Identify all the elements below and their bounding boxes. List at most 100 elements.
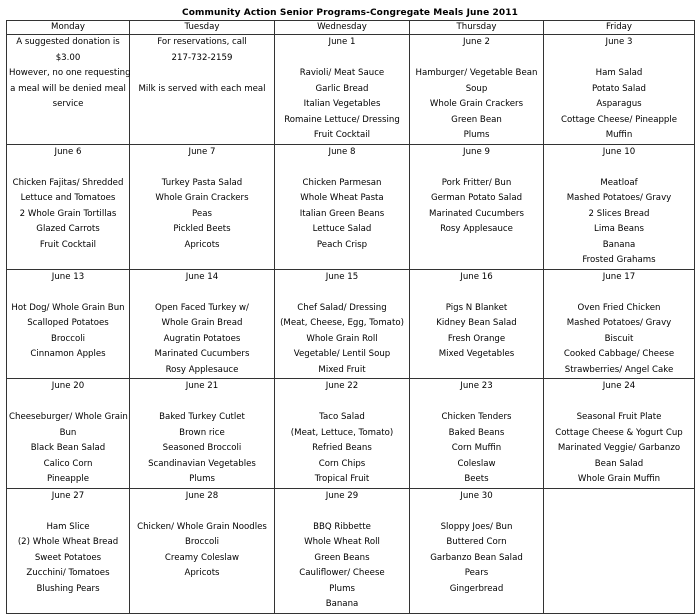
spacer (132, 504, 272, 520)
menu-item: (2) Whole Wheat Bread (17, 537, 119, 547)
date-label: June 29 (325, 490, 359, 501)
date-label: June 28 (185, 490, 219, 501)
menu-item: Turkey Pasta Salad (161, 177, 243, 188)
menu-item: Plums (463, 130, 490, 140)
weekday-header-row: Monday Tuesday Wednesday Thursday Friday (6, 20, 695, 35)
spacer (546, 395, 692, 411)
day-cell-june-14: June 14 Open Faced Turkey w/Whole Grain B… (129, 268, 275, 379)
date-label: June 22 (325, 381, 359, 391)
date-label: June 1 (328, 37, 356, 47)
day-cell-june-21: June 21 Baked Turkey Cutlet Brown rice Seas… (129, 378, 275, 489)
menu-item: Cottage Cheese/ Pineapple (560, 114, 678, 125)
spacer (132, 160, 272, 176)
menu-item: 2 Slices Bread (588, 208, 650, 219)
menu-item: Meatloaf (600, 177, 638, 188)
menu-item: Corn Chips (318, 458, 366, 469)
menu-item: Chicken Parmesan (302, 177, 382, 188)
menu-item: Biscuit (604, 333, 634, 344)
menu-item: Whole Grain Roll (306, 333, 378, 344)
day-cell-june-7: June 7 Turkey Pasta Salad Whole Grain Crac… (129, 143, 275, 270)
menu-item: Mixed Vegetables (438, 349, 515, 359)
menu-item: Pork Fritter/ Bun (441, 177, 512, 188)
menu-item: Lettuce Salad (312, 224, 372, 234)
menu-item: Rosy Applesauce (440, 224, 513, 234)
menu-item: Whole Wheat Pasta (300, 193, 384, 203)
menu-item: Green Bean (451, 114, 502, 125)
menu-item: Sloppy Joes/ Bun (440, 521, 513, 532)
day-cell-june-30: June 30 Sloppy Joes/ Bun Buttered Corn Garb… (409, 487, 544, 614)
date-label: June 14 (185, 271, 219, 282)
weekday-header-monday: Monday (6, 20, 130, 35)
menu-item: Whole Grain Bread (161, 318, 243, 328)
menu-item: Banana (602, 239, 636, 250)
week-row: June 27 Ham Slice (2) Whole Wheat Bread Swe… (6, 487, 695, 614)
menu-item: Seasoned Broccoli (162, 443, 242, 453)
day-cell-june-20: June 20 Cheeseburger/ Whole Grain Bun Black… (6, 378, 130, 489)
day-cell-june-23: June 23 Chicken Tenders Baked Beans Corn Mu… (409, 378, 544, 489)
menu-item: Hot Dog/ Whole Grain Bun (11, 302, 125, 313)
date-label: June 2 (463, 37, 490, 47)
day-cell-june-22: June 22 Taco Salad (Meat, Lettuce, Tomato)… (274, 378, 410, 489)
menu-item: Ravioli/ Meat Sauce (299, 68, 385, 78)
day-cell-june-17: June 17 Oven Fried Chicken Mashed Potatoes… (543, 268, 695, 379)
week-row: A suggested donation is $3.00 However, no … (6, 34, 695, 145)
menu-item: Chef Salad/ Dressing (297, 302, 387, 313)
date-label: June 17 (602, 271, 636, 282)
menu-item: Rosy Applesauce (165, 364, 239, 375)
spacer (277, 51, 407, 67)
menu-item: Bun (59, 427, 77, 438)
day-cell-june-8: June 8 Chicken Parmesan Whole Wheat Pasta I… (274, 143, 410, 270)
day-cell-june-15: June 15 Chef Salad/ Dressing (Meat, Cheese… (274, 268, 410, 379)
menu-item: Refried Beans (312, 443, 372, 453)
menu-item: Hamburger/ Vegetable Bean (415, 68, 538, 78)
info-cell: A suggested donation is $3.00 However, no … (6, 34, 131, 145)
weekday-header-thursday: Thursday (409, 20, 544, 35)
menu-item: Broccoli (185, 537, 219, 547)
date-label: June 7 (188, 146, 216, 157)
day-cell-june-28: June 28 Chicken/ Whole Grain Noodles Brocc… (129, 487, 275, 614)
menu-item: Fruit Cocktail (313, 130, 371, 140)
info-text: $3.00 (55, 52, 81, 63)
menu-item: Garlic Bread (315, 83, 369, 94)
spacer (277, 160, 407, 176)
menu-item: Whole Grain Muffin (577, 474, 661, 484)
spacer (546, 285, 692, 301)
date-label: June 30 (460, 490, 493, 501)
menu-item: (Meat, Cheese, Egg, Tomato) (280, 318, 404, 328)
menu-item: Lima Beans (594, 224, 644, 234)
info-text (132, 66, 272, 82)
spacer (546, 51, 692, 67)
spacer (412, 51, 541, 67)
spacer (412, 285, 541, 301)
menu-item: Blushing Pears (36, 583, 100, 594)
weekday-header-wednesday: Wednesday (274, 20, 410, 35)
spacer (546, 160, 692, 176)
menu-item: Glazed Carrots (36, 224, 100, 234)
menu-item: Baked Beans (448, 427, 505, 438)
spacer (412, 395, 541, 411)
menu-item: Buttered Corn (446, 537, 507, 547)
info-text: 217-732-2159 (171, 52, 233, 63)
day-cell-june-3: June 3 Ham Salad Potato Salad Asparagus Cott… (543, 34, 695, 145)
info-cell: For reservations, call 217-732-2159 Milk i… (129, 34, 275, 145)
menu-item: Marinated Veggie/ Garbanzo (557, 443, 681, 453)
menu-item: Peas (192, 208, 212, 219)
date-label: June 13 (51, 271, 85, 282)
menu-item: Mashed Potatoes/ Gravy (566, 318, 672, 328)
spacer (277, 285, 407, 301)
date-label: June 21 (185, 381, 219, 391)
menu-item: Fruit Cocktail (39, 239, 97, 250)
menu-item: 2 Whole Grain Tortillas (19, 208, 117, 219)
menu-item: (Meat, Lettuce, Tomato) (290, 427, 394, 438)
menu-item: Marinated Cucumbers (154, 349, 250, 359)
menu-item: Cheeseburger/ Whole Grain (9, 412, 128, 422)
menu-item: Sweet Potatoes (34, 552, 102, 563)
menu-item: Chicken Tenders (441, 412, 512, 422)
menu-item: Cinnamon Apples (30, 349, 106, 359)
menu-item: Chicken Fajitas/ Shredded (12, 177, 124, 188)
menu-item: Muffin (605, 130, 633, 140)
menu-item: BBQ Ribbette (313, 521, 371, 532)
day-cell-june-24: June 24 Seasonal Fruit Plate Cottage Chees… (543, 378, 695, 489)
info-text: Milk is served with each meal (138, 83, 266, 94)
weekday-header-friday: Friday (543, 20, 695, 35)
